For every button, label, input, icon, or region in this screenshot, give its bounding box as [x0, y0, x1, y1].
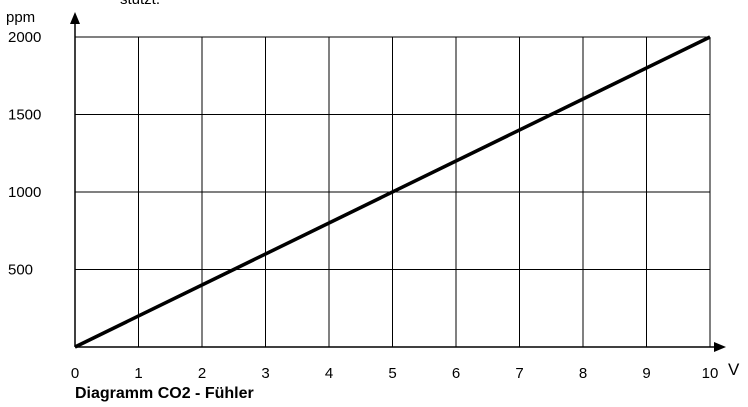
x-tick-label: 9 [642, 365, 650, 382]
x-tick-label: 0 [71, 365, 79, 382]
x-axis-arrow [714, 342, 726, 352]
x-tick-label: 1 [134, 365, 142, 382]
y-tick-label: 1000 [8, 184, 41, 201]
x-tick-label: 2 [198, 365, 206, 382]
x-tick-label: 5 [388, 365, 396, 382]
y-tick-label: 1500 [8, 107, 41, 124]
x-tick-label: 10 [702, 365, 719, 382]
y-tick-label: 2000 [8, 29, 41, 46]
y-axis-label: ppm [6, 9, 35, 26]
x-tick-label: 6 [452, 365, 460, 382]
x-tick-label: 4 [325, 365, 333, 382]
data-line [74, 35, 711, 349]
y-tick-label: 500 [8, 262, 33, 279]
annotation: stützt. [120, 0, 160, 8]
chart-title: Diagramm CO2 - Fühler [75, 385, 254, 402]
x-tick-label: 7 [515, 365, 523, 382]
x-axis-label: V [728, 360, 740, 379]
x-tick-label: 3 [261, 365, 269, 382]
x-tick-label: 8 [579, 365, 587, 382]
y-axis-arrow [70, 12, 80, 24]
